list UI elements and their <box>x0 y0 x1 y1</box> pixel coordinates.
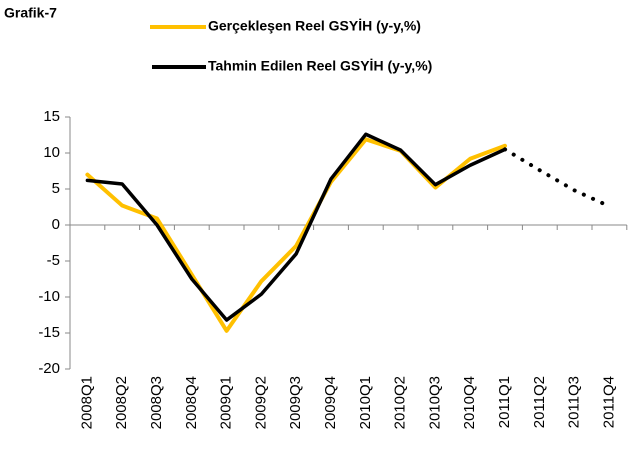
chart-title: Grafik-7 <box>4 5 57 21</box>
y-tick-label: 5 <box>52 180 60 197</box>
y-tick-label: 15 <box>43 108 60 125</box>
x-tick-label: 2010Q4 <box>461 376 478 429</box>
x-tick-label: 2011Q4 <box>600 376 617 428</box>
x-tick-label: 2009Q3 <box>287 376 304 429</box>
y-tick-label: -5 <box>47 252 60 269</box>
y-tick-label: -10 <box>38 288 60 305</box>
x-tick-label: 2009Q2 <box>252 376 269 429</box>
forecast-line <box>503 147 612 209</box>
x-tick-label: 2011Q1 <box>496 376 513 428</box>
y-tick-label: -20 <box>38 360 60 377</box>
y-tick-label: -15 <box>38 324 60 341</box>
series-line <box>85 137 507 333</box>
x-tick-label: 2010Q2 <box>392 376 409 429</box>
legend-label: Tahmin Edilen Reel GSYİH (y-y,%) <box>208 58 432 74</box>
x-tick-label: 2011Q2 <box>531 376 548 428</box>
series-line <box>85 132 507 322</box>
x-tick-label: 2008Q1 <box>78 376 95 429</box>
x-tick-label: 2008Q3 <box>148 376 165 429</box>
legend-label: Gerçekleşen Reel GSYİH (y-y,%) <box>208 18 421 34</box>
x-tick-label: 2010Q3 <box>426 376 443 429</box>
x-tick-label: 2008Q2 <box>113 376 130 429</box>
x-tick-label: 2009Q4 <box>322 376 339 429</box>
x-tick-label: 2010Q1 <box>357 376 374 429</box>
y-tick-label: 0 <box>52 216 60 233</box>
x-tick-label: 2008Q4 <box>183 376 200 429</box>
y-tick-label: 10 <box>43 144 60 161</box>
x-tick-label: 2011Q3 <box>566 376 583 428</box>
x-tick-label: 2009Q1 <box>218 376 235 429</box>
